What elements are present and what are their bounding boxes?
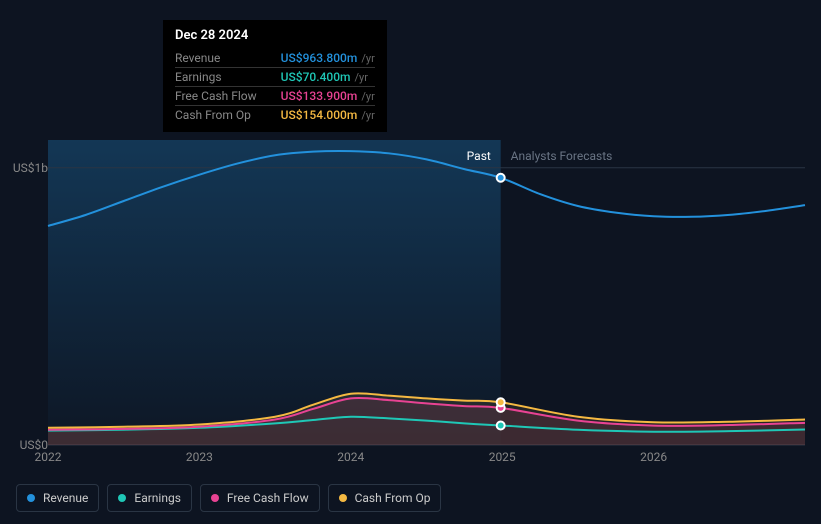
tooltip-row-unit: /yr [357, 90, 374, 103]
x-tick-label: 2022 [35, 450, 62, 464]
tooltip-row-unit: /yr [351, 71, 368, 84]
chart-area[interactable]: Past Analysts Forecasts [48, 140, 805, 445]
legend-dot-icon [339, 494, 347, 502]
tooltip-row-unit: /yr [357, 109, 374, 122]
legend-item[interactable]: Cash From Op [328, 484, 442, 512]
legend-dot-icon [211, 494, 219, 502]
tooltip-date: Dec 28 2024 [175, 28, 375, 43]
tooltip-row-label: Free Cash Flow [175, 87, 281, 106]
tooltip-row-unit: /yr [357, 52, 374, 65]
y-tick-label: US$0 [20, 438, 48, 452]
chart-svg [48, 140, 805, 445]
x-axis: 20222023202420252026 [48, 450, 805, 470]
legend-dot-icon [27, 494, 35, 502]
tooltip-row-label: Earnings [175, 68, 281, 87]
y-tick-label: US$1b [13, 161, 48, 175]
tooltip-table: RevenueUS$963.800m/yrEarningsUS$70.400m/… [175, 49, 375, 124]
legend-label: Earnings [134, 491, 181, 505]
past-label: Past [467, 149, 491, 163]
legend-dot-icon [118, 494, 126, 502]
tooltip-row: Cash From OpUS$154.000m/yr [175, 106, 375, 125]
tooltip-row-value: US$963.800m [281, 51, 358, 65]
tooltip: Dec 28 2024 RevenueUS$963.800m/yrEarning… [163, 20, 387, 132]
x-tick-label: 2025 [489, 450, 516, 464]
legend-label: Cash From Op [355, 491, 431, 505]
tooltip-row-value: US$133.900m [281, 89, 358, 103]
tooltip-row: EarningsUS$70.400m/yr [175, 68, 375, 87]
tooltip-row-label: Cash From Op [175, 106, 281, 125]
forecast-label: Analysts Forecasts [511, 149, 613, 163]
legend-item[interactable]: Free Cash Flow [200, 484, 320, 512]
tooltip-row: Free Cash FlowUS$133.900m/yr [175, 87, 375, 106]
legend-item[interactable]: Earnings [107, 484, 192, 512]
x-tick-label: 2023 [186, 450, 213, 464]
legend: Revenue Earnings Free Cash Flow Cash From O… [16, 484, 441, 512]
legend-label: Revenue [43, 491, 88, 505]
tooltip-row-value: US$70.400m [281, 70, 351, 84]
x-tick-label: 2026 [640, 450, 667, 464]
tooltip-row-label: Revenue [175, 49, 281, 68]
legend-label: Free Cash Flow [227, 491, 309, 505]
tooltip-row: RevenueUS$963.800m/yr [175, 49, 375, 68]
x-tick-label: 2024 [337, 450, 364, 464]
legend-item[interactable]: Revenue [16, 484, 99, 512]
tooltip-row-value: US$154.000m [281, 108, 358, 122]
